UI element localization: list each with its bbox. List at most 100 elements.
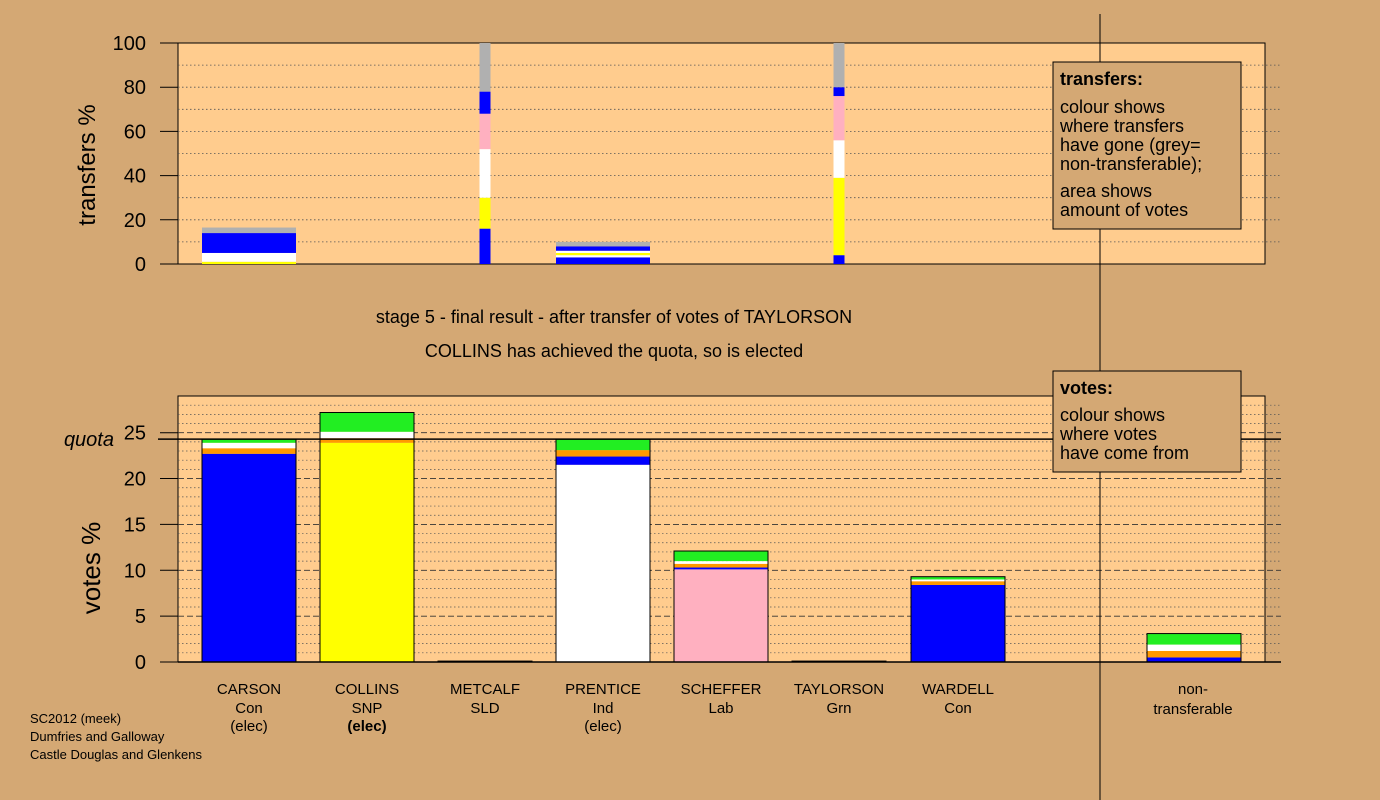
candidate-status: (elec) [584, 718, 622, 735]
candidate-party: Ind [593, 700, 614, 717]
y-tick-label: 25 [124, 423, 146, 445]
legend-votes: votes: colour shows where votes have com… [1052, 370, 1242, 473]
y-tick-label: 5 [135, 606, 146, 628]
vote-segment [674, 563, 768, 568]
footer-line: Castle Douglas and Glenkens [30, 747, 202, 762]
footer-line: SC2012 (meek) [30, 711, 121, 726]
transfer-segment [833, 96, 845, 141]
transfer-segment [833, 177, 845, 256]
transfer-segment [833, 255, 845, 264]
legend-transfers-line: colour shows [1060, 97, 1165, 117]
transfers-y-ticks: 0 20 40 60 80 100 [113, 33, 178, 276]
vote-segment [202, 448, 296, 454]
transfer-segment [479, 228, 491, 264]
y-tick-label: 0 [135, 652, 146, 674]
y-tick-label: 100 [113, 33, 146, 55]
transfer-segment [479, 113, 491, 150]
y-tick-label: 20 [124, 469, 146, 491]
footer-line: Dumfries and Galloway [30, 729, 165, 744]
legend-transfers-line: non-transferable); [1060, 154, 1202, 174]
vote-segment [911, 576, 1005, 580]
transfer-segment [833, 43, 845, 88]
legend-votes-line: have come from [1060, 443, 1189, 463]
legend-votes-title: votes: [1060, 378, 1113, 398]
vote-segment [1147, 657, 1241, 662]
vote-segment [556, 450, 650, 457]
vote-segment [320, 438, 414, 443]
candidate-party: Con [235, 700, 263, 717]
nontransferable-label: transferable [1153, 701, 1232, 718]
vote-segment [556, 456, 650, 465]
transfer-segment [556, 241, 650, 247]
y-tick-label: 20 [124, 210, 146, 232]
vote-segment [1147, 633, 1241, 645]
transfers-y-axis-label: transfers % [74, 104, 101, 225]
transfer-segment [479, 43, 491, 92]
candidate-party: Grn [826, 700, 851, 717]
vote-segment [320, 412, 414, 432]
transfer-segment [556, 246, 650, 251]
candidate-name: METCALF [450, 681, 520, 698]
vote-segment [1147, 644, 1241, 651]
legend-transfers-title: transfers: [1060, 69, 1143, 89]
transfer-segment [202, 233, 296, 253]
vote-segment [674, 567, 768, 570]
votes-bars [201, 412, 1242, 663]
candidate-party: Lab [708, 700, 733, 717]
candidate-name: SCHEFFER [681, 681, 762, 698]
stage-result: COLLINS has achieved the quota, so is el… [425, 341, 803, 361]
vote-segment [674, 551, 768, 562]
legend-transfers-line: have gone (grey= [1060, 135, 1201, 155]
legend-transfers-line: amount of votes [1060, 200, 1188, 220]
transfer-segment [556, 252, 650, 256]
vote-segment [202, 442, 296, 449]
candidate-party: Con [944, 700, 972, 717]
transfer-segment [556, 250, 650, 253]
transfer-segment [556, 257, 650, 264]
transfer-segment [479, 91, 491, 114]
transfer-segment [833, 140, 845, 178]
y-tick-label: 15 [124, 514, 146, 536]
vote-segment [320, 431, 414, 439]
vote-segment [202, 439, 296, 443]
y-tick-label: 0 [135, 254, 146, 276]
vote-segment [556, 439, 650, 451]
transfer-segment [479, 197, 491, 229]
transfer-segment [202, 252, 296, 262]
legend-transfers: transfers: colour shows where transfers … [1052, 61, 1242, 230]
votes-y-ticks: 0 5 10 15 20 25 [124, 423, 178, 674]
stage-title: stage 5 - final result - after transfer … [376, 307, 852, 327]
vote-segment [320, 442, 414, 662]
transfers-bars [202, 43, 845, 264]
vote-segment [202, 453, 296, 662]
legend-votes-line: colour shows [1060, 405, 1165, 425]
votes-y-axis-label: votes % [76, 522, 106, 615]
candidate-party: SNP [352, 700, 383, 717]
candidate-name: TAYLORSON [794, 681, 884, 698]
transfer-segment [479, 149, 491, 198]
nontransferable-label: non- [1178, 681, 1208, 698]
vote-segment [911, 579, 1005, 582]
vote-segment [674, 569, 768, 662]
y-tick-label: 60 [124, 121, 146, 143]
candidate-name: PRENTICE [565, 681, 641, 698]
transfer-segment [833, 87, 845, 97]
legend-transfers-line: area shows [1060, 181, 1152, 201]
y-tick-label: 40 [124, 166, 146, 188]
candidate-status: (elec) [347, 718, 386, 735]
legend-transfers-line: where transfers [1059, 116, 1184, 136]
candidate-status: (elec) [230, 718, 268, 735]
transfer-segment [202, 261, 296, 264]
vote-segment [911, 581, 1005, 585]
candidate-name: WARDELL [922, 681, 994, 698]
vote-segment [911, 584, 1005, 662]
y-tick-label: 80 [124, 77, 146, 99]
candidate-name: COLLINS [335, 681, 399, 698]
transfer-segment [202, 227, 296, 234]
quota-label: quota [64, 429, 114, 451]
vote-segment [1147, 650, 1241, 658]
vote-segment [556, 464, 650, 662]
y-tick-label: 10 [124, 560, 146, 582]
candidate-name: CARSON [217, 681, 281, 698]
